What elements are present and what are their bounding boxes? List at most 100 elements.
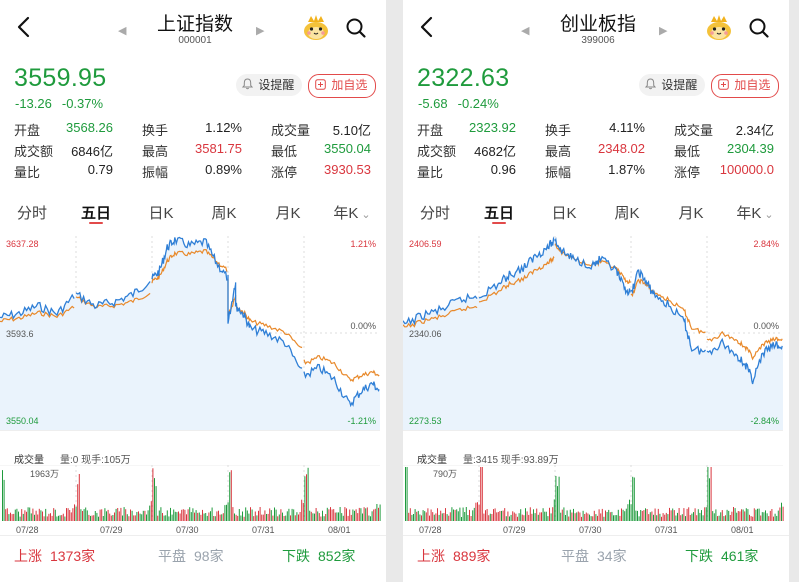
volume-bar	[629, 499, 630, 521]
volume-bar	[486, 509, 488, 521]
volume-bar	[122, 515, 123, 521]
five-day-chart[interactable]: 3637.28 3593.6 3550.04 1.21% 0.00% -1.21%	[0, 230, 386, 445]
flat-count[interactable]: 平盘 34家	[561, 546, 627, 566]
volume-bar	[729, 515, 731, 521]
mascot-icon[interactable]	[300, 14, 332, 42]
volume-bar	[489, 513, 491, 521]
volume-bar	[179, 513, 181, 521]
volume-bar	[162, 513, 163, 521]
five-day-chart[interactable]: 2406.59 2340.06 2273.53 2.84% 0.00% -2.84%	[403, 230, 789, 445]
axis-label: 2273.53	[409, 416, 442, 426]
volume-bar	[721, 510, 723, 521]
volume-bar	[243, 516, 245, 521]
volume-bar	[603, 516, 605, 521]
volume-bar	[408, 512, 410, 521]
axis-label: 1.21%	[350, 239, 376, 249]
volume-bar	[627, 504, 629, 521]
volume-bar	[464, 512, 466, 521]
prev-triangle-icon[interactable]: ◀	[118, 25, 127, 37]
next-triangle-icon[interactable]: ▶	[256, 25, 265, 37]
volume-bar	[374, 508, 376, 521]
divider	[403, 535, 789, 536]
back-arrow-icon[interactable]	[14, 15, 36, 39]
volume-bar	[338, 512, 339, 521]
back-arrow-icon[interactable]	[417, 15, 439, 39]
volume-bar	[637, 510, 638, 521]
set-alert-button[interactable]: 设提醒	[639, 74, 706, 96]
volume-bar	[665, 512, 667, 521]
volume-bar	[72, 508, 74, 521]
volume-bar	[480, 467, 482, 521]
volume-bar	[366, 507, 368, 521]
add-watchlist-button[interactable]: 加自选	[308, 74, 377, 98]
up-count[interactable]: 上涨 1373家	[14, 546, 95, 566]
volume-bar	[112, 515, 114, 521]
volume-bar	[616, 515, 618, 521]
volume-bar	[331, 509, 333, 521]
tab-2[interactable]: 日K	[536, 202, 592, 223]
price-line	[0, 293, 75, 320]
volume-bar	[208, 512, 210, 521]
stat-label: 成交量	[271, 123, 311, 138]
tab-3[interactable]: 周K	[196, 202, 252, 223]
stat-label: 振幅	[545, 165, 572, 180]
volume-bar	[163, 515, 165, 521]
tab-2[interactable]: 日K	[133, 202, 189, 223]
divider	[0, 535, 386, 536]
prev-triangle-icon[interactable]: ◀	[521, 25, 530, 37]
tab-1[interactable]: 五日	[471, 202, 527, 224]
chevron-down-icon[interactable]: ⌄	[358, 209, 371, 221]
volume-bar	[195, 510, 197, 521]
set-alert-button[interactable]: 设提醒	[236, 74, 303, 96]
search-icon[interactable]	[747, 16, 771, 40]
volume-bar	[547, 516, 549, 521]
volume-bar	[654, 508, 656, 521]
down-count[interactable]: 下跌 852家	[282, 546, 355, 566]
volume-bar	[424, 511, 426, 521]
tab-0[interactable]: 分时	[4, 202, 60, 223]
tab-3[interactable]: 周K	[599, 202, 655, 223]
volume-bar	[314, 513, 315, 521]
volume-bar	[771, 509, 773, 521]
down-count[interactable]: 下跌 461家	[685, 546, 758, 566]
volume-bar	[318, 513, 320, 521]
tab-5[interactable]: 年K ⌄	[324, 202, 380, 223]
volume-bar	[91, 515, 93, 521]
add-watchlist-button[interactable]: 加自选	[711, 74, 780, 98]
stat-label: 换手	[142, 123, 169, 138]
volume-bar	[691, 513, 693, 521]
volume-bar	[550, 513, 552, 521]
volume-bar	[307, 467, 309, 521]
volume-bar	[256, 515, 258, 521]
flat-count[interactable]: 平盘 98家	[158, 546, 224, 566]
volume-bar	[342, 515, 344, 521]
volume-bar	[26, 511, 27, 521]
volume-bar	[437, 508, 438, 521]
stat-value: 100000.0	[719, 162, 774, 177]
volume-stats: 量:0 现手:105万	[60, 455, 131, 466]
volume-bar	[176, 512, 178, 521]
volume-bar	[88, 514, 90, 521]
tab-4[interactable]: 月K	[663, 202, 719, 223]
volume-bar	[221, 514, 223, 521]
tab-5[interactable]: 年K ⌄	[727, 202, 783, 223]
chevron-down-icon[interactable]: ⌄	[761, 209, 774, 221]
volume-label: 成交量	[417, 455, 447, 466]
volume-bar	[301, 499, 303, 521]
volume-bar	[80, 509, 82, 521]
next-triangle-icon[interactable]: ▶	[659, 25, 668, 37]
up-count[interactable]: 上涨 889家	[417, 546, 490, 566]
volume-bar	[70, 512, 72, 521]
tab-4[interactable]: 月K	[260, 202, 316, 223]
mascot-icon[interactable]	[703, 14, 735, 42]
volume-bar	[8, 514, 10, 521]
volume-bar	[246, 510, 248, 521]
volume-bar	[509, 516, 510, 521]
volume-bar	[315, 508, 317, 521]
volume-bar	[235, 514, 237, 521]
tab-0[interactable]: 分时	[407, 202, 463, 223]
search-icon[interactable]	[344, 16, 368, 40]
tab-1[interactable]: 五日	[68, 202, 124, 224]
volume-bar	[568, 516, 570, 521]
index-title: 上证指数	[156, 14, 233, 35]
